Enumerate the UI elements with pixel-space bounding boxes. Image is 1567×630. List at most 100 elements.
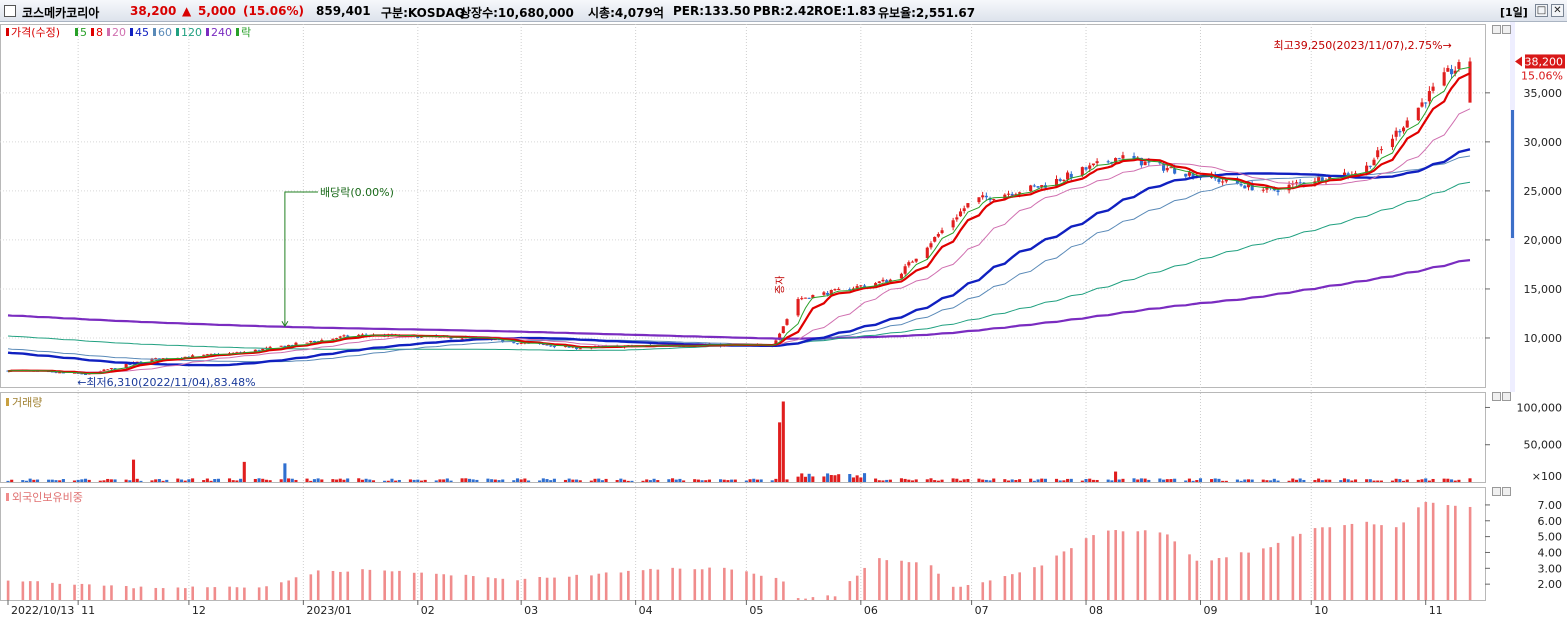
foreign-ratio-bar: [501, 578, 505, 600]
volume-bar: [1239, 480, 1243, 482]
volume-tick-label: 50,000: [1524, 439, 1563, 452]
volume-bar: [1313, 479, 1317, 482]
candle-body: [1173, 168, 1177, 174]
volume-bar: [187, 479, 191, 482]
volume-bar: [1442, 478, 1446, 482]
volume-bar: [1354, 479, 1358, 482]
candle-body: [515, 343, 520, 345]
candle-body: [287, 344, 291, 347]
volume-bar: [235, 480, 239, 482]
candle-body: [1054, 179, 1059, 187]
volume-bar: [1398, 479, 1402, 482]
foreign-ratio-bar: [1158, 532, 1162, 600]
foreign-ratio-bar: [21, 581, 25, 600]
volume-bar: [50, 479, 54, 482]
candle-body: [936, 234, 940, 237]
foreign-ratio-bar: [723, 567, 726, 600]
volume-bar: [1402, 480, 1406, 482]
candle-body: [862, 285, 867, 287]
candle-body: [1221, 181, 1225, 183]
chart-area[interactable]: 최고39,250(2023/11/07),2.75%→ ←최저6,310(2022…: [0, 22, 1567, 630]
foreign-ratio-bar: [1173, 541, 1177, 600]
market-cap: 시총:4,079억: [588, 6, 664, 20]
foreign-ratio-bar: [176, 587, 180, 600]
current-price: 38,200: [130, 4, 177, 18]
price-panel-minimize-button[interactable]: [1492, 25, 1501, 34]
price-panel-close-button[interactable]: [1502, 25, 1511, 34]
candle-body: [1468, 61, 1472, 103]
close-button[interactable]: ✕: [1551, 4, 1564, 17]
current-price-arrow-icon: [1515, 56, 1522, 67]
candle-body: [1427, 91, 1431, 102]
candle-body: [1169, 167, 1173, 169]
volume-bar: [239, 478, 243, 482]
select-checkbox[interactable]: [4, 5, 16, 17]
volume-bar: [623, 479, 627, 482]
volume-bar: [604, 478, 608, 482]
stock-name[interactable]: 코스메카코리아: [22, 6, 100, 20]
ma45-line: [7, 148, 1471, 367]
volume-bar: [958, 480, 963, 482]
candle-body: [785, 319, 789, 325]
candle-body: [910, 261, 915, 263]
candle-body: [106, 369, 110, 371]
candle-body: [1394, 130, 1398, 137]
volume-bar: [408, 479, 412, 482]
period-selector[interactable]: [1일]: [1500, 6, 1528, 19]
volume-bar: [1427, 480, 1431, 482]
foreign-ratio-bar: [649, 568, 652, 600]
foreign-panel-minimize-button[interactable]: [1492, 487, 1501, 496]
dividend-note: 배당락(0.00%): [320, 186, 394, 199]
volume-bar: [154, 479, 158, 482]
foreign-ratio-bar: [110, 585, 113, 600]
foreign-tick-label: 5.00: [1538, 531, 1563, 544]
foreign-ratio-bar: [538, 576, 542, 600]
candle-body: [113, 368, 117, 370]
volume-bar: [467, 478, 472, 482]
volume-panel-close-button[interactable]: [1502, 392, 1511, 401]
volume-bar: [364, 478, 368, 482]
foreign-ratio-bar: [368, 569, 372, 600]
volume-bar: [1276, 480, 1280, 482]
legend-swatch: [91, 28, 94, 36]
foreign-ratio-bar: [316, 570, 320, 600]
candle-body: [335, 338, 339, 340]
volume-bar: [1054, 478, 1059, 482]
volume-bar: [600, 480, 604, 482]
volume-bar: [730, 479, 734, 482]
candle-body: [1036, 186, 1040, 188]
volume-bar: [962, 479, 966, 482]
candle-body: [309, 340, 313, 343]
volume-bar: [1162, 479, 1166, 482]
volume-bar: [641, 480, 645, 482]
volume-bar: [394, 480, 398, 482]
candle-body: [305, 342, 309, 344]
volume-bar: [1191, 480, 1195, 482]
volume-bar: [1324, 479, 1328, 482]
volume-bar: [257, 478, 261, 482]
volume-panel-minimize-button[interactable]: [1492, 392, 1501, 401]
current-price-tag-box: [1525, 54, 1565, 69]
foreign-panel-close-button[interactable]: [1502, 487, 1511, 496]
foreign-ratio-bar: [619, 572, 623, 600]
volume-bar: [1069, 478, 1073, 482]
candle-body: [826, 292, 830, 295]
candle-body: [977, 197, 981, 203]
candle-body: [881, 279, 885, 282]
foreign-ratio-bar: [745, 571, 748, 600]
volume-bar: [268, 480, 272, 482]
price-scroll-thumb[interactable]: [1511, 110, 1514, 238]
foreign-ratio-bar: [139, 586, 143, 600]
foreign-ratio-bar: [1188, 554, 1191, 600]
foreign-ratio-bar: [937, 573, 940, 600]
candle-body: [257, 349, 261, 351]
maximize-button[interactable]: □: [1535, 4, 1548, 17]
foreign-ratio-bar: [708, 567, 711, 600]
foreign-ratio-bar: [449, 575, 453, 600]
volume-bar: [312, 479, 316, 482]
candle-body: [283, 345, 287, 347]
foreign-ratio-bar: [36, 581, 39, 600]
volume-bar: [438, 479, 442, 482]
volume-bar: [781, 401, 785, 482]
candle-body: [958, 211, 963, 217]
